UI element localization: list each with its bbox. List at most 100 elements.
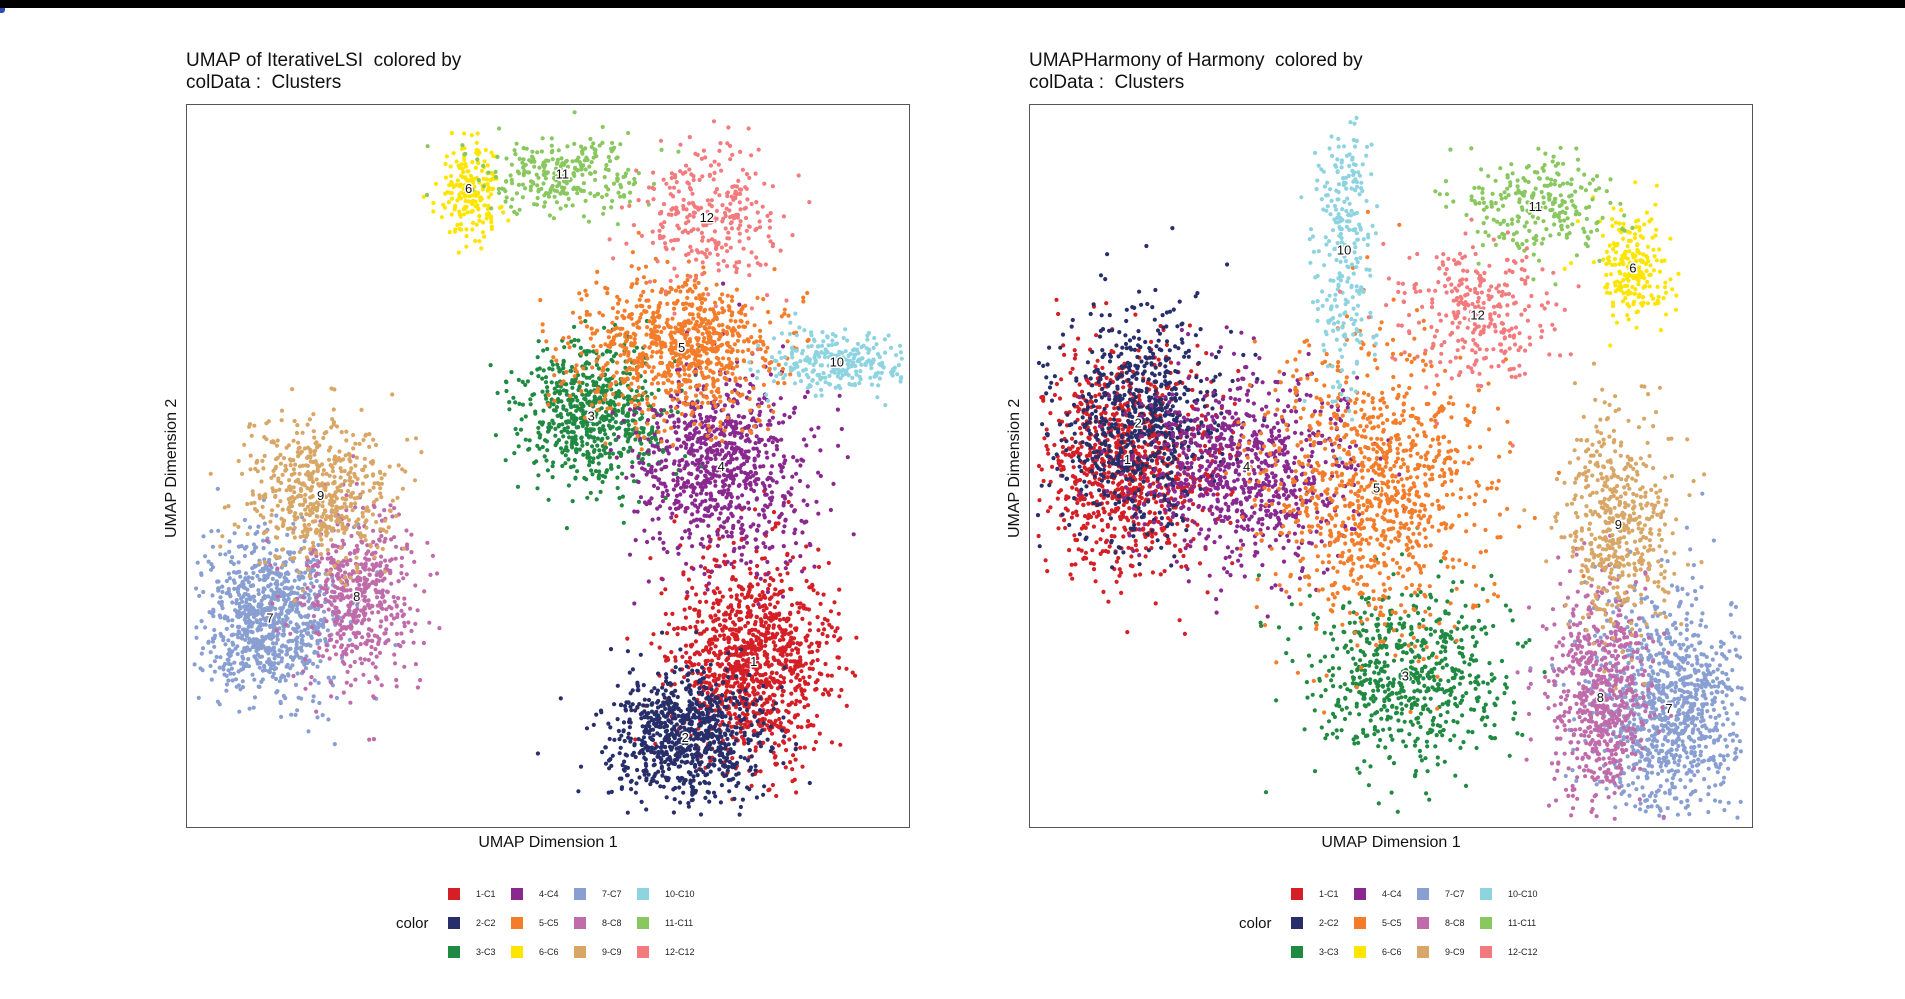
- data-point: [727, 483, 732, 488]
- data-point: [745, 651, 750, 657]
- data-point: [652, 686, 657, 691]
- data-point: [618, 343, 623, 348]
- data-point: [273, 676, 279, 682]
- data-point: [595, 328, 600, 333]
- data-point: [739, 552, 745, 557]
- data-point: [787, 719, 792, 724]
- data-point: [695, 619, 700, 624]
- data-point: [641, 461, 646, 466]
- data-point: [683, 396, 689, 401]
- data-point: [630, 367, 635, 372]
- data-point: [563, 453, 568, 458]
- data-point: [691, 774, 696, 779]
- data-point: [651, 414, 656, 419]
- data-point: [683, 378, 688, 384]
- data-point: [655, 381, 661, 386]
- data-point: [738, 804, 744, 810]
- data-point: [717, 699, 722, 704]
- data-point: [670, 443, 676, 448]
- data-point: [726, 750, 732, 755]
- data-point: [687, 605, 692, 610]
- data-point: [823, 661, 828, 667]
- data-point: [721, 612, 727, 617]
- data-point: [739, 592, 745, 597]
- data-point: [602, 397, 607, 402]
- data-point: [735, 721, 740, 726]
- data-point: [772, 605, 778, 610]
- data-point: [482, 203, 487, 208]
- data-point: [635, 688, 640, 693]
- data-point: [762, 701, 767, 706]
- data-point: [708, 334, 713, 340]
- data-point: [690, 483, 695, 488]
- data-point: [431, 200, 436, 206]
- data-point: [795, 650, 801, 655]
- data-point: [661, 769, 666, 774]
- data-point: [616, 402, 621, 407]
- data-point: [740, 657, 746, 662]
- data-point: [595, 408, 600, 413]
- data-point: [715, 637, 720, 642]
- data-point: [601, 424, 606, 429]
- data-point: [761, 721, 766, 726]
- data-point: [568, 394, 573, 399]
- data-point: [603, 451, 608, 456]
- data-point: [697, 652, 702, 657]
- data-point: [755, 295, 760, 300]
- data-point: [757, 397, 762, 402]
- data-point: [638, 315, 643, 320]
- data-point: [641, 430, 646, 435]
- data-point: [698, 541, 703, 547]
- data-point: [788, 372, 793, 377]
- data-point: [744, 697, 749, 702]
- data-point: [762, 578, 768, 583]
- data-point: [700, 619, 705, 624]
- data-point: [649, 381, 655, 386]
- data-point: [742, 505, 747, 510]
- data-point: [635, 684, 641, 689]
- data-point: [673, 716, 678, 721]
- data-point: [445, 190, 450, 195]
- data-point: [670, 740, 675, 745]
- data-point: [704, 686, 709, 691]
- data-point: [724, 684, 729, 689]
- data-point: [768, 476, 773, 481]
- data-point: [708, 614, 713, 619]
- data-point: [607, 736, 612, 742]
- data-point: [678, 504, 683, 509]
- data-point: [644, 778, 649, 783]
- data-point: [669, 408, 674, 414]
- data-point: [252, 563, 257, 568]
- data-point: [807, 780, 812, 786]
- data-point: [788, 760, 793, 765]
- data-point: [745, 472, 750, 477]
- data-point: [640, 711, 645, 716]
- data-point: [696, 461, 701, 466]
- data-point: [738, 651, 744, 656]
- data-point: [674, 446, 679, 451]
- data-point: [721, 680, 726, 685]
- data-point: [631, 473, 636, 478]
- data-point: [792, 531, 797, 536]
- data-point: [465, 210, 470, 215]
- data-point: [758, 744, 764, 749]
- data-point: [738, 726, 743, 731]
- data-point: [698, 502, 703, 507]
- data-point: [540, 389, 545, 394]
- data-point: [691, 316, 696, 321]
- data-point: [689, 722, 694, 727]
- data-point: [678, 289, 683, 294]
- data-point: [269, 588, 274, 593]
- cluster-2-points: [535, 630, 812, 817]
- data-point: [681, 401, 686, 406]
- data-point: [815, 640, 820, 645]
- data-point: [694, 476, 699, 481]
- data-point: [640, 385, 645, 390]
- data-point: [546, 497, 551, 502]
- data-point: [719, 448, 725, 453]
- data-point: [709, 687, 714, 692]
- data-point: [283, 678, 288, 683]
- data-point: [705, 357, 711, 362]
- data-point: [458, 184, 463, 189]
- data-point: [703, 498, 708, 503]
